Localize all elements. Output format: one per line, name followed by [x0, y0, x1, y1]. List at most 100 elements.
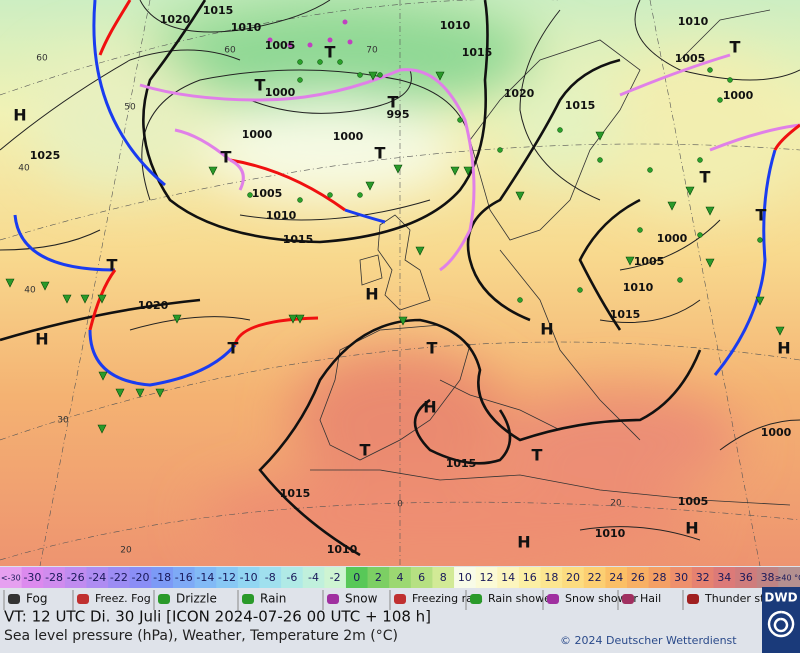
- scale-label: -12: [218, 571, 236, 584]
- pressure-center: T: [228, 339, 239, 358]
- shower-symbol: [625, 256, 635, 266]
- scale-cell: [454, 567, 477, 588]
- pressure-center: T: [730, 38, 741, 57]
- rain-symbol: [457, 117, 463, 123]
- pressure-center: T: [221, 148, 232, 167]
- scale-cell: [713, 567, 736, 588]
- isobar-label: 1015: [283, 233, 314, 246]
- isobar-label: 1025: [30, 149, 61, 162]
- scale-label: 4: [397, 571, 404, 584]
- pressure-center: H: [777, 339, 790, 358]
- scale-cell: [583, 567, 606, 588]
- scale-label: -20: [132, 571, 150, 584]
- scale-label: 36: [739, 571, 753, 584]
- isobar-label: 1015: [446, 457, 477, 470]
- latitude-label: 20: [610, 499, 622, 509]
- shower-symbol: [393, 164, 403, 174]
- isobar-label: 1005: [678, 495, 709, 508]
- shower-symbol: [40, 281, 50, 291]
- scale-label: -16: [175, 571, 193, 584]
- scale-cell: [259, 567, 282, 588]
- rain-symbol: [727, 77, 733, 83]
- scale-cell: [518, 567, 542, 588]
- latitude-label: 50: [124, 103, 136, 113]
- scale-label: -24: [88, 571, 106, 584]
- snow-symbol: [347, 39, 353, 45]
- scale-cell: [108, 567, 131, 588]
- isobar-label: 1000: [723, 89, 754, 102]
- rain-symbol: [647, 167, 653, 173]
- rain-symbol: [317, 59, 323, 65]
- symbol-icon: [327, 594, 339, 604]
- shower-symbol: [463, 166, 473, 176]
- latitude-label: 30: [57, 416, 69, 426]
- symbol-icon: [242, 594, 254, 604]
- symbol-legend: Fog Freez. Fog Drizzle Rain Snow Freezing rai…: [3, 590, 786, 610]
- scale-label: 0: [353, 571, 360, 584]
- symbol-icon: [470, 594, 482, 604]
- isobar-label: 1005: [634, 255, 665, 268]
- isobar-label: 995: [387, 108, 410, 121]
- shower-symbol: [80, 294, 90, 304]
- symbol-label: Freezing rain: [412, 592, 483, 605]
- scale-cell: [389, 567, 412, 588]
- pressure-center: T: [360, 441, 371, 460]
- isobar-label: 1010: [595, 527, 626, 540]
- scale-cell: [43, 567, 66, 588]
- isobar-label: 1000: [265, 86, 296, 99]
- scale-cell: [670, 567, 693, 588]
- isobar-label: 1010: [231, 21, 262, 34]
- scale-cell: [756, 567, 779, 588]
- pressure-center: T: [756, 206, 767, 225]
- isobar-label: 1010: [266, 209, 297, 222]
- snow-symbol: [327, 37, 333, 43]
- rain-symbol: [297, 197, 303, 203]
- rain-symbol: [677, 277, 683, 283]
- scale-cell: [151, 567, 174, 588]
- scale-label: -18: [153, 571, 171, 584]
- scale-label: 28: [652, 571, 666, 584]
- scale-cell: [627, 567, 650, 588]
- scale-label: 12: [479, 571, 493, 584]
- scale-cell: [735, 567, 758, 588]
- scale-cell: [172, 567, 196, 588]
- shower-symbol: [135, 388, 145, 398]
- logo-text: DWD: [764, 591, 797, 605]
- scale-label: <-30: [1, 574, 21, 583]
- rain-symbol: [297, 77, 303, 83]
- isobar-label: 1020: [138, 299, 169, 312]
- scale-cell: [281, 567, 304, 588]
- scale-cell: [691, 567, 715, 588]
- scale-cell: [194, 567, 217, 588]
- rain-symbol: [357, 72, 363, 78]
- rain-symbol: [517, 297, 523, 303]
- isobar-label: 1000: [242, 128, 273, 141]
- scale-label: 14: [501, 571, 515, 584]
- shower-symbol: [755, 296, 765, 306]
- scale-cell: [540, 567, 563, 588]
- rain-symbol: [297, 59, 303, 65]
- isobar-label: 1010: [623, 281, 654, 294]
- symbol-label: Snow shower: [565, 592, 638, 605]
- rain-symbol: [557, 127, 563, 133]
- shower-symbol: [775, 326, 785, 336]
- shower-symbol: [450, 166, 460, 176]
- isobar-label: 1010: [327, 543, 358, 556]
- latitude-label: 70: [366, 46, 378, 56]
- scale-cell: [367, 567, 390, 588]
- scale-cell: [432, 567, 455, 588]
- shower-symbol: [415, 246, 425, 256]
- shower-symbol: [172, 314, 182, 324]
- isobar-label: 1015: [565, 99, 596, 112]
- isobar-label: 1000: [761, 426, 792, 439]
- isobar-label: 1005: [252, 187, 283, 200]
- rain-symbol: [697, 232, 703, 238]
- isobar-label: 1010: [440, 19, 471, 32]
- scale-label: 24: [609, 571, 623, 584]
- rain-symbol: [757, 237, 763, 243]
- scale-label: 8: [440, 571, 447, 584]
- scale-label: 18: [544, 571, 558, 584]
- scale-cell: [345, 567, 369, 588]
- pressure-center: T: [427, 339, 438, 358]
- shower-symbol: [62, 294, 72, 304]
